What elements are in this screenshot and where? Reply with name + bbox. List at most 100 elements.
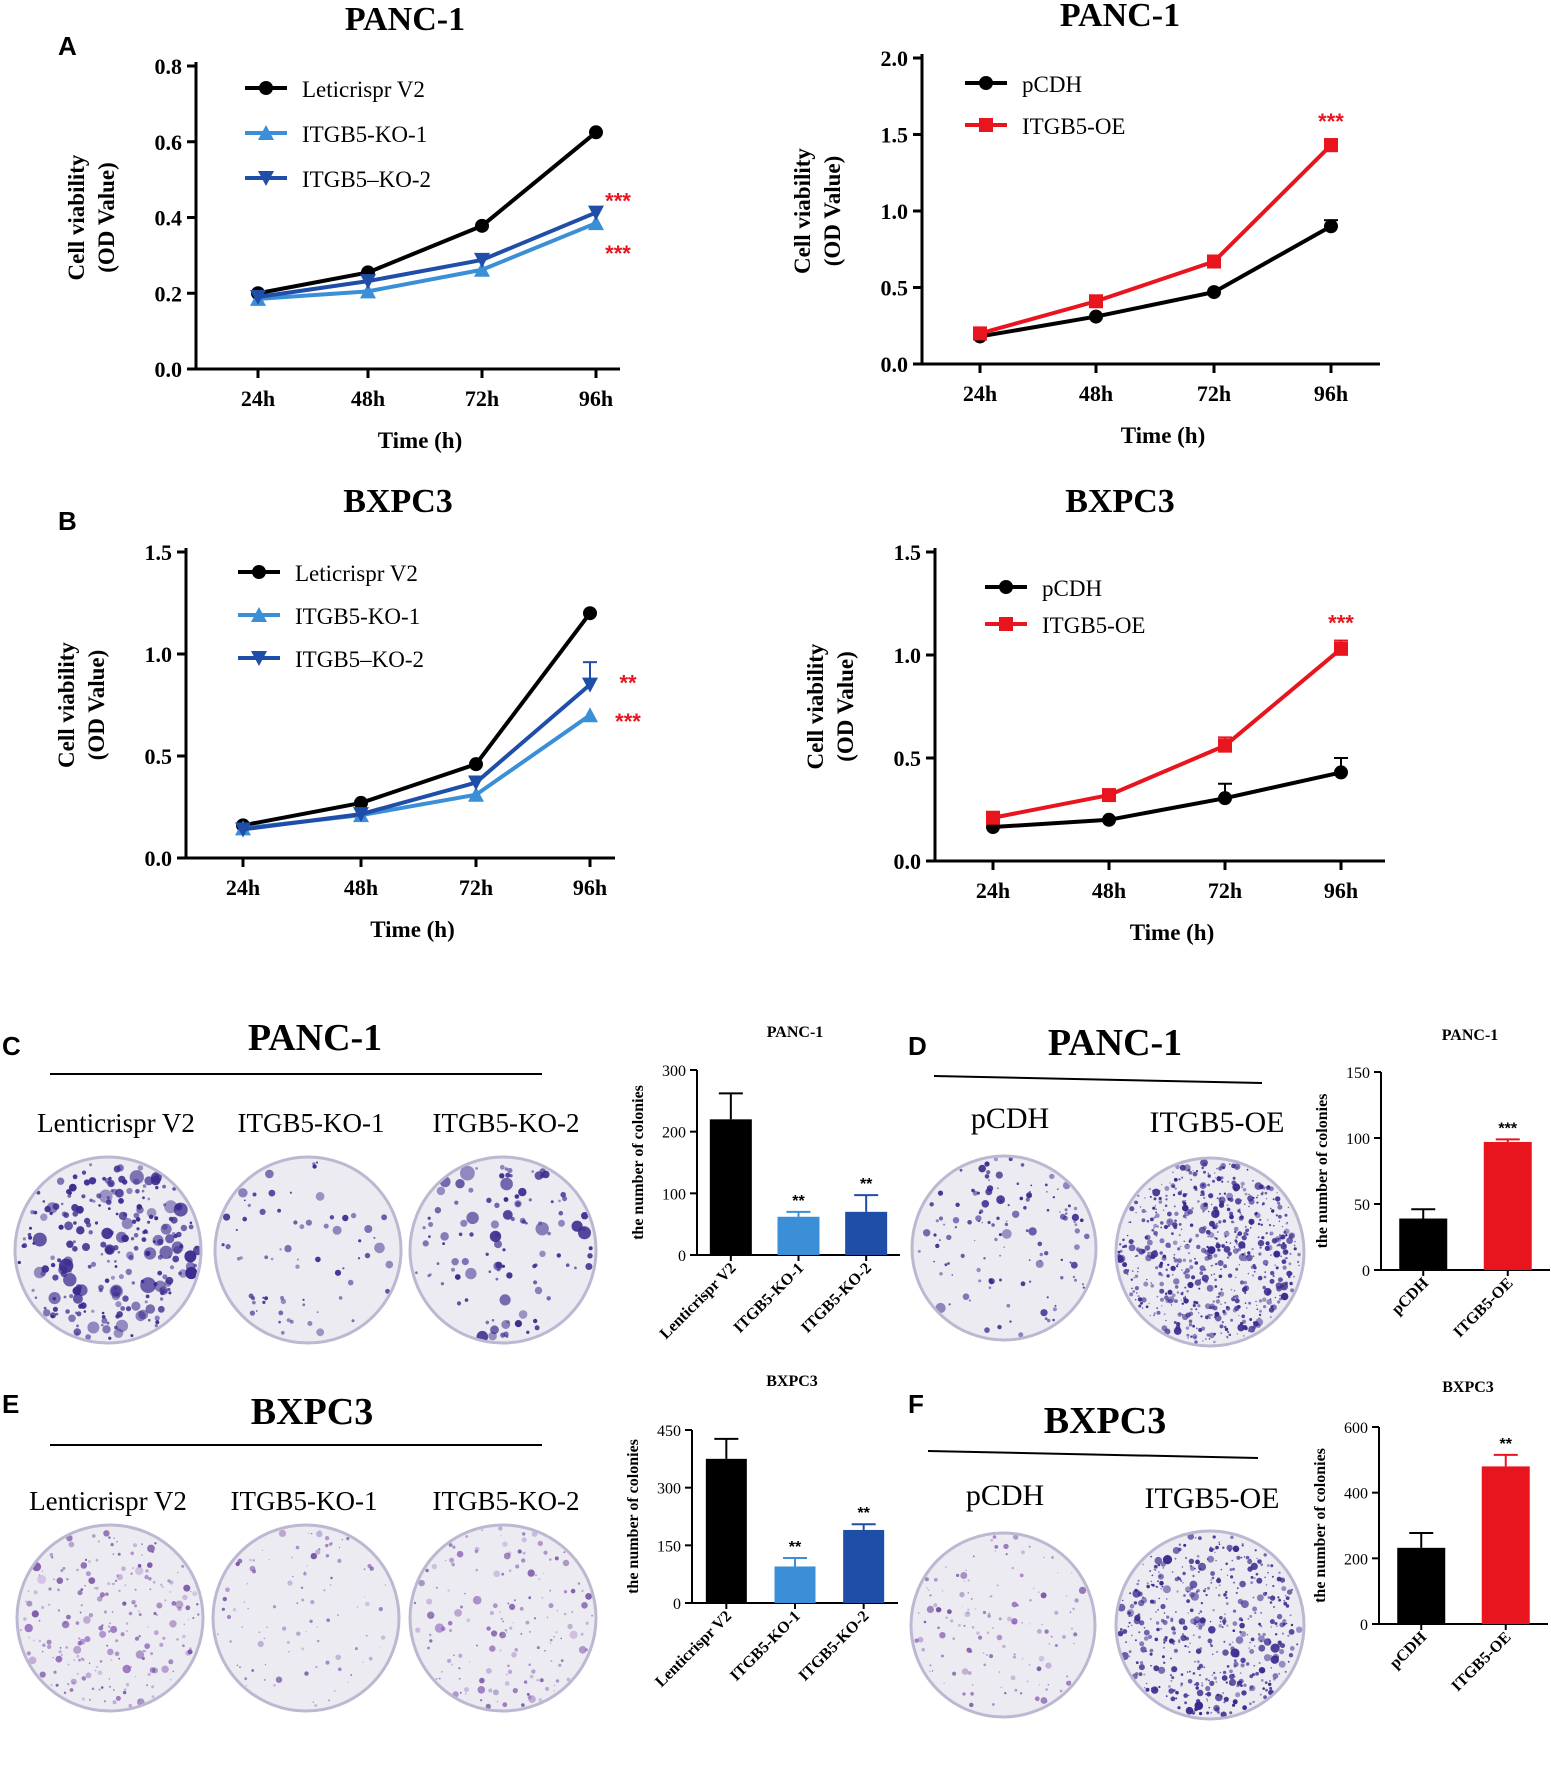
colony	[325, 1660, 330, 1665]
colony	[1252, 1700, 1255, 1704]
colony	[1117, 1254, 1121, 1258]
colony	[1217, 1711, 1220, 1714]
colony	[1203, 1589, 1206, 1593]
colony	[515, 1564, 520, 1569]
colony	[1173, 1225, 1178, 1230]
colony	[1197, 1562, 1207, 1571]
colony	[342, 1267, 345, 1270]
colony	[347, 1279, 354, 1286]
y-axis-label: (OD Value)	[833, 651, 858, 762]
colony	[67, 1663, 70, 1666]
colony	[1270, 1655, 1280, 1664]
colony	[1165, 1194, 1168, 1198]
colony	[1270, 1270, 1275, 1276]
colony	[1255, 1300, 1257, 1303]
colony	[155, 1320, 160, 1325]
y-axis-label: the number of colonies	[625, 1439, 642, 1594]
colony	[1215, 1299, 1221, 1304]
dish-rim	[408, 1523, 598, 1713]
colony	[334, 1269, 342, 1276]
colony	[41, 1605, 45, 1610]
colony	[1209, 1620, 1212, 1623]
colony	[546, 1296, 551, 1301]
colony	[1223, 1617, 1227, 1620]
colony	[1171, 1274, 1174, 1276]
colony	[1138, 1600, 1145, 1607]
colony	[1039, 1252, 1044, 1257]
colony	[38, 1574, 41, 1576]
colony	[1234, 1298, 1240, 1304]
colony	[1117, 1630, 1124, 1637]
colony	[545, 1686, 550, 1691]
colony	[1178, 1618, 1186, 1625]
colony	[111, 1611, 114, 1613]
colony	[1213, 1671, 1216, 1674]
colony	[1208, 1626, 1216, 1634]
colony	[72, 1246, 78, 1252]
colony	[338, 1296, 343, 1300]
colony	[581, 1589, 584, 1592]
colony	[1264, 1271, 1267, 1273]
colony	[309, 1619, 313, 1624]
colony	[527, 1569, 535, 1577]
colony	[554, 1556, 559, 1561]
colony	[1195, 1620, 1198, 1623]
colony	[1189, 1642, 1191, 1645]
colony	[1218, 1192, 1222, 1196]
colony	[1225, 1602, 1229, 1606]
dish-rim	[15, 1523, 205, 1713]
colony	[1132, 1270, 1134, 1272]
series-line	[257, 210, 597, 300]
colony	[539, 1250, 546, 1258]
colony	[1004, 1692, 1007, 1695]
colony	[1280, 1255, 1282, 1257]
colony	[98, 1688, 101, 1691]
colony	[1130, 1278, 1134, 1281]
colony	[268, 1189, 276, 1197]
colony	[1216, 1197, 1219, 1200]
bar	[777, 1216, 820, 1255]
colony	[1276, 1192, 1278, 1194]
colony	[1227, 1273, 1233, 1278]
colony	[1262, 1297, 1267, 1302]
colony	[338, 1546, 341, 1549]
colony	[152, 1580, 156, 1584]
colony	[1121, 1599, 1124, 1602]
colony	[364, 1596, 366, 1598]
colony	[999, 1278, 1002, 1282]
colony	[1153, 1314, 1155, 1317]
colony	[1269, 1680, 1271, 1682]
colony	[1226, 1207, 1231, 1212]
colony	[107, 1207, 111, 1210]
colony	[365, 1601, 370, 1607]
chart-title: BXPC3	[766, 1373, 818, 1390]
colony	[81, 1194, 86, 1199]
colony	[454, 1274, 461, 1280]
colony	[232, 1608, 237, 1612]
colony	[1001, 1229, 1012, 1239]
x-tick-label: Lenticrispr V2	[657, 1260, 740, 1343]
colony	[138, 1613, 142, 1617]
colony	[1236, 1555, 1241, 1560]
colony	[52, 1274, 59, 1281]
colony	[1247, 1195, 1254, 1202]
colony	[1038, 1591, 1040, 1593]
colony	[1197, 1304, 1201, 1308]
colony	[940, 1654, 944, 1658]
colony	[434, 1623, 445, 1633]
y-tick-label: 300	[662, 1063, 686, 1080]
colony	[1138, 1672, 1143, 1677]
colony	[1119, 1243, 1122, 1246]
colony	[508, 1603, 516, 1610]
colony	[1202, 1210, 1205, 1213]
colony	[1225, 1596, 1228, 1599]
colony	[935, 1607, 942, 1613]
colony	[959, 1168, 963, 1172]
colony	[76, 1568, 79, 1572]
colony	[1273, 1606, 1275, 1608]
colony	[488, 1688, 493, 1693]
colony	[1156, 1310, 1161, 1315]
colony	[1198, 1612, 1200, 1615]
colony	[1232, 1176, 1236, 1180]
colony	[49, 1312, 57, 1319]
